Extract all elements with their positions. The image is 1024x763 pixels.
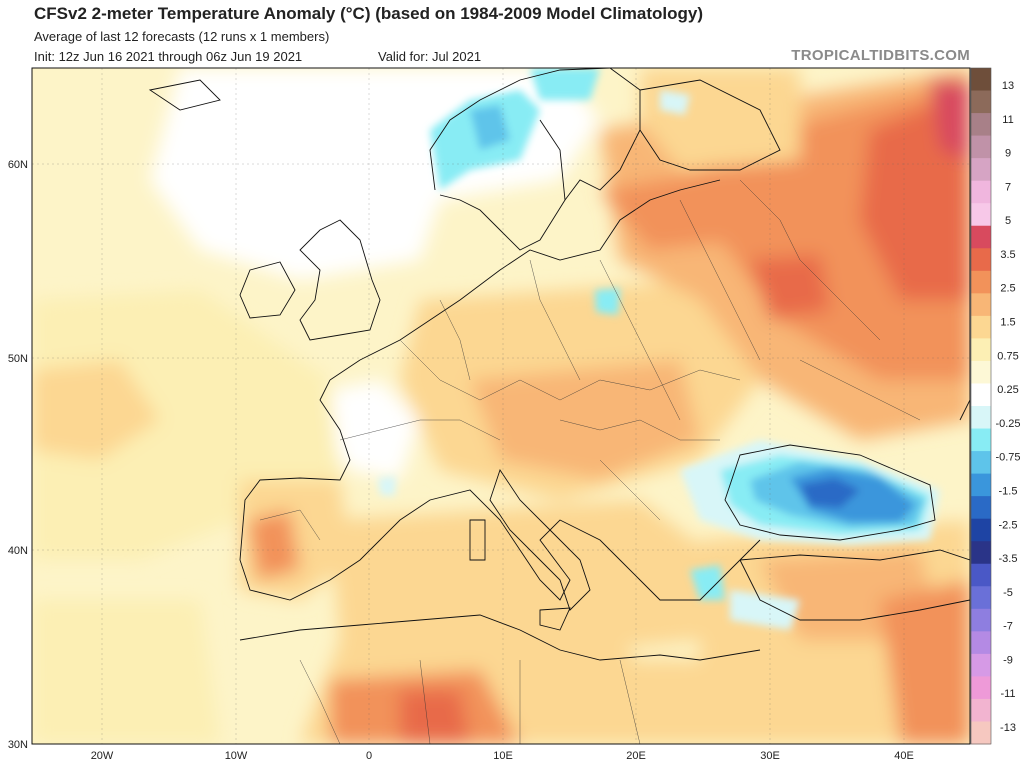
lon-label: 20E	[626, 750, 646, 762]
lon-label: 10E	[493, 750, 513, 762]
colorbar-swatch	[971, 698, 991, 722]
colorbar-label: 0.25	[997, 384, 1018, 396]
colorbar-swatch	[971, 631, 991, 655]
colorbar-label: -3.5	[999, 553, 1018, 565]
colorbar-swatch	[971, 518, 991, 542]
colorbar-swatch	[971, 451, 991, 475]
colorbar-swatch	[971, 315, 991, 339]
lon-label: 10W	[225, 750, 248, 762]
colorbar-swatch	[971, 676, 991, 700]
colorbar-swatch	[971, 248, 991, 272]
colorbar-swatch	[971, 473, 991, 497]
brand-watermark: TROPICALTIDBITS.COM	[791, 47, 970, 64]
colorbar-swatch	[971, 135, 991, 159]
colorbar-swatch	[971, 158, 991, 182]
colorbar-swatch	[971, 68, 991, 92]
lat-label: 40N	[8, 545, 28, 557]
colorbar-label: 3.5	[1000, 249, 1015, 261]
map-subtitle: Average of last 12 forecasts (12 runs x …	[34, 29, 330, 44]
colorbar-label: -9	[1003, 654, 1013, 666]
colorbar-label: -13	[1000, 722, 1016, 734]
colorbar-frame	[970, 67, 992, 745]
colorbar-label: 7	[1005, 181, 1011, 193]
lat-label: 60N	[8, 159, 28, 171]
map-frame	[31, 67, 971, 745]
longitude-labels: 20W 10W 0 10E 20E 30E 40E	[91, 750, 914, 762]
colorbar-swatch	[971, 338, 991, 362]
colorbar-label: 2.5	[1000, 283, 1015, 295]
colorbar-swatch	[971, 721, 991, 745]
colorbar-swatch	[971, 113, 991, 137]
colorbar-label: 11	[1002, 114, 1013, 126]
colorbar-swatch	[971, 90, 991, 114]
colorbar-swatch	[971, 180, 991, 204]
colorbar-label: -11	[1000, 688, 1015, 700]
valid-date: Valid for: Jul 2021	[378, 49, 482, 64]
colorbar-swatch	[971, 293, 991, 317]
colorbar-label: -1.5	[999, 486, 1018, 498]
graticule	[32, 68, 970, 744]
colorbar-swatch	[971, 203, 991, 227]
colorbar-swatch	[971, 608, 991, 632]
colorbar: 13 11 9 7 5 3.5 2.5 1.5 0.75 0.25 -0.25 -0.75 -1.5 -2…	[970, 67, 1021, 745]
colorbar-label: -7	[1003, 621, 1013, 633]
borders	[259, 179, 921, 744]
lat-label: 30N	[8, 739, 28, 751]
colorbar-swatch	[971, 541, 991, 565]
colorbar-label: 5	[1005, 215, 1011, 227]
colorbar-label: -0.75	[995, 452, 1020, 464]
colorbar-swatch	[971, 653, 991, 677]
colorbar-swatch	[971, 496, 991, 520]
colorbar-swatch	[971, 563, 991, 587]
colorbar-label: -0.25	[995, 418, 1020, 430]
latitude-labels: 60N 50N 40N 30N	[8, 159, 28, 751]
init-range: Init: 12z Jun 16 2021 through 06z Jun 19…	[34, 49, 303, 64]
colorbar-swatch	[971, 406, 991, 430]
colorbar-label: -2.5	[999, 519, 1018, 531]
colorbar-swatch	[971, 225, 991, 249]
colorbar-label: 9	[1005, 148, 1011, 160]
lon-label: 0	[366, 750, 372, 762]
colorbar-swatch	[971, 586, 991, 610]
colorbar-label: 1.5	[1000, 317, 1015, 329]
lat-label: 50N	[8, 353, 28, 365]
lon-label: 40E	[894, 750, 914, 762]
lon-label: 30E	[760, 750, 780, 762]
map-title: CFSv2 2-meter Temperature Anomaly (°C) (…	[34, 4, 704, 23]
coastlines	[148, 68, 970, 661]
colorbar-swatch	[971, 360, 991, 384]
colorbar-label: 0.75	[997, 350, 1018, 362]
colorbar-label: 13	[1002, 80, 1014, 92]
colorbar-swatch	[971, 383, 991, 407]
lon-label: 20W	[91, 750, 114, 762]
colorbar-label: -5	[1003, 587, 1013, 599]
colorbar-swatch	[971, 270, 991, 294]
anomaly-field	[32, 68, 970, 744]
colorbar-swatch	[971, 428, 991, 452]
